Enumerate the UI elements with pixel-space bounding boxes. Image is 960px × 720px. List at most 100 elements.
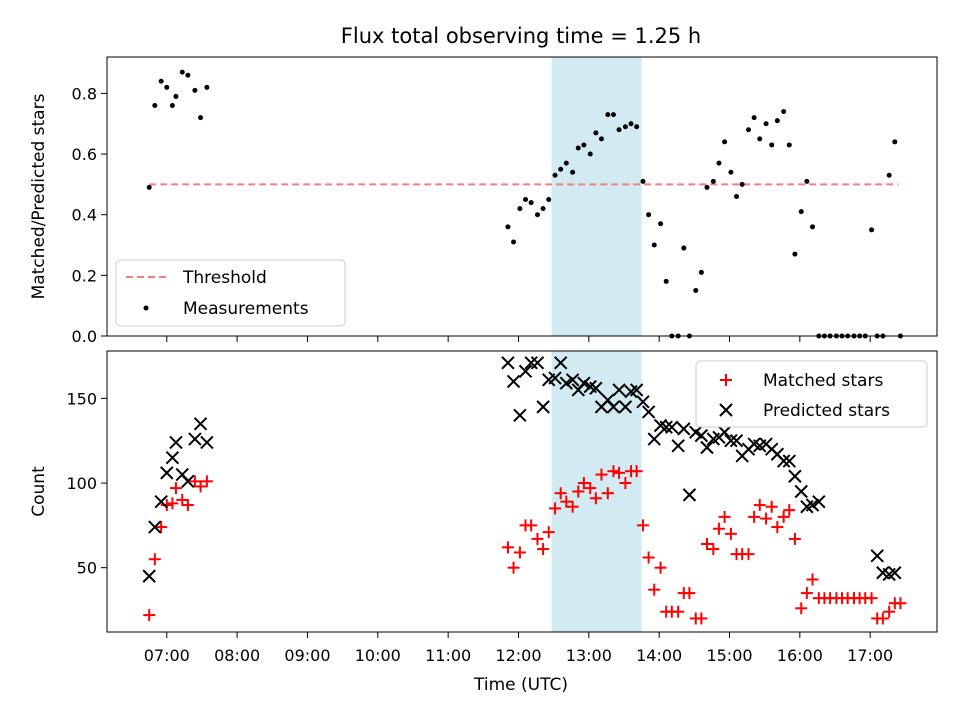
ratio-x-ticks bbox=[166, 336, 871, 342]
predicted-star-point bbox=[565, 373, 580, 387]
measurement-point bbox=[552, 172, 558, 178]
measurement-point bbox=[734, 194, 740, 199]
matched-star-point bbox=[672, 605, 685, 618]
matched-star-point bbox=[513, 546, 526, 559]
ratio-y-ticks: 0.0 0.2 0.4 0.6 0.8 bbox=[72, 84, 107, 346]
matched-star-point bbox=[166, 497, 179, 510]
matched-star-point bbox=[765, 500, 778, 513]
y-tick-label: 150 bbox=[66, 389, 97, 408]
matched-star-point bbox=[642, 551, 655, 564]
measurement-point bbox=[158, 78, 164, 84]
matched-star-point bbox=[700, 537, 713, 550]
measurement-point bbox=[728, 169, 734, 175]
measurement-point bbox=[581, 142, 587, 148]
matched-star-point bbox=[181, 499, 194, 512]
y-tick-label: 0.6 bbox=[72, 145, 97, 164]
matched-star-point bbox=[200, 475, 213, 488]
measurement-point bbox=[651, 242, 657, 248]
count-axes-frame bbox=[106, 350, 938, 633]
measurement-point bbox=[792, 251, 798, 257]
matched-star-point bbox=[176, 493, 189, 506]
measurement-point bbox=[634, 124, 640, 130]
matched-star-point bbox=[806, 573, 819, 586]
matched-star-point bbox=[748, 510, 761, 523]
matched-star-point bbox=[501, 541, 514, 554]
measurement-point bbox=[173, 93, 179, 99]
measurement-point bbox=[646, 212, 652, 218]
matched-star-point bbox=[795, 602, 808, 615]
measurement-point bbox=[693, 288, 699, 294]
predicted-star-point bbox=[700, 440, 714, 455]
predicted-star-point bbox=[641, 405, 656, 419]
predicted-star-point bbox=[553, 356, 568, 370]
matched-star-point bbox=[788, 532, 801, 545]
predicted-star-point bbox=[788, 469, 802, 483]
matched-star-point bbox=[753, 499, 766, 512]
measurement-point bbox=[593, 130, 599, 136]
ratio-legend-box bbox=[115, 259, 346, 327]
predicted-star-point bbox=[169, 435, 183, 450]
ratio-panel: 0.00.20.40.60.8 Matched/Predicted stars … bbox=[29, 56, 938, 346]
predicted-star-point bbox=[524, 356, 538, 370]
measurement-point bbox=[528, 200, 534, 206]
predicted-star-point bbox=[577, 376, 591, 390]
x-tick-label: 11:00 bbox=[425, 646, 471, 665]
matched-star-point bbox=[554, 487, 567, 500]
predicted-star-point bbox=[647, 432, 661, 446]
measurement-point bbox=[575, 145, 581, 151]
matched-star-point bbox=[742, 548, 755, 561]
measurement-point bbox=[710, 178, 716, 184]
x-axis-label: Time (UTC) bbox=[473, 675, 568, 695]
count-y-ticks: 50 100 150 bbox=[66, 389, 107, 578]
measurement-point bbox=[587, 151, 593, 157]
predicted-star-point bbox=[794, 484, 808, 499]
count-series bbox=[142, 356, 907, 625]
measurement-point bbox=[681, 245, 687, 251]
measurement-point bbox=[511, 239, 517, 245]
count-legend-box bbox=[695, 360, 928, 428]
matched-star-point bbox=[143, 609, 156, 622]
matched-star-point bbox=[619, 477, 632, 490]
matched-star-point bbox=[595, 468, 608, 481]
measurement-point bbox=[804, 178, 810, 184]
predicted-star-point bbox=[142, 569, 156, 583]
matched-star-point bbox=[572, 485, 585, 498]
measurement-point bbox=[169, 103, 175, 109]
measurement-point bbox=[751, 115, 757, 121]
measurement-point bbox=[769, 142, 775, 148]
measurement-point bbox=[704, 184, 710, 190]
measurement-point bbox=[698, 269, 704, 275]
predicted-star-point bbox=[812, 494, 826, 509]
predicted-star-point bbox=[636, 395, 650, 409]
predicted-star-point bbox=[559, 376, 574, 390]
predicted-star-point bbox=[165, 450, 180, 465]
predicted-star-point bbox=[154, 494, 168, 509]
matched-star-point bbox=[636, 519, 649, 532]
matched-star-point bbox=[549, 502, 562, 515]
matched-star-point bbox=[712, 522, 725, 535]
x-tick-label: 07:00 bbox=[144, 646, 190, 665]
measurement-point bbox=[185, 72, 191, 78]
predicted-star-point bbox=[724, 434, 738, 448]
legend-predicted-swatch bbox=[719, 403, 733, 417]
matched-star-point bbox=[760, 512, 773, 525]
measurement-point bbox=[192, 87, 198, 93]
predicted-star-point bbox=[888, 566, 902, 580]
measurement-point bbox=[198, 115, 204, 121]
matched-star-point bbox=[188, 475, 201, 488]
matched-star-point bbox=[777, 510, 790, 523]
ratio-axes-frame bbox=[106, 56, 938, 337]
predicted-star-point bbox=[677, 422, 691, 436]
measurement-point bbox=[179, 69, 185, 75]
matched-star-point bbox=[883, 605, 896, 618]
measurement-point bbox=[146, 184, 152, 190]
measurement-point bbox=[558, 166, 564, 172]
x-tick-label: 17:00 bbox=[847, 646, 893, 665]
predicted-star-point bbox=[513, 408, 527, 423]
count-y-axis-label: Count bbox=[29, 466, 49, 517]
ratio-y-axis-label: Matched/Predicted stars bbox=[29, 93, 49, 299]
matched-star-point bbox=[613, 466, 626, 479]
y-tick-label: 50 bbox=[77, 559, 97, 578]
predicted-star-point bbox=[536, 400, 550, 414]
legend-predicted-label: Predicted stars bbox=[763, 401, 890, 421]
